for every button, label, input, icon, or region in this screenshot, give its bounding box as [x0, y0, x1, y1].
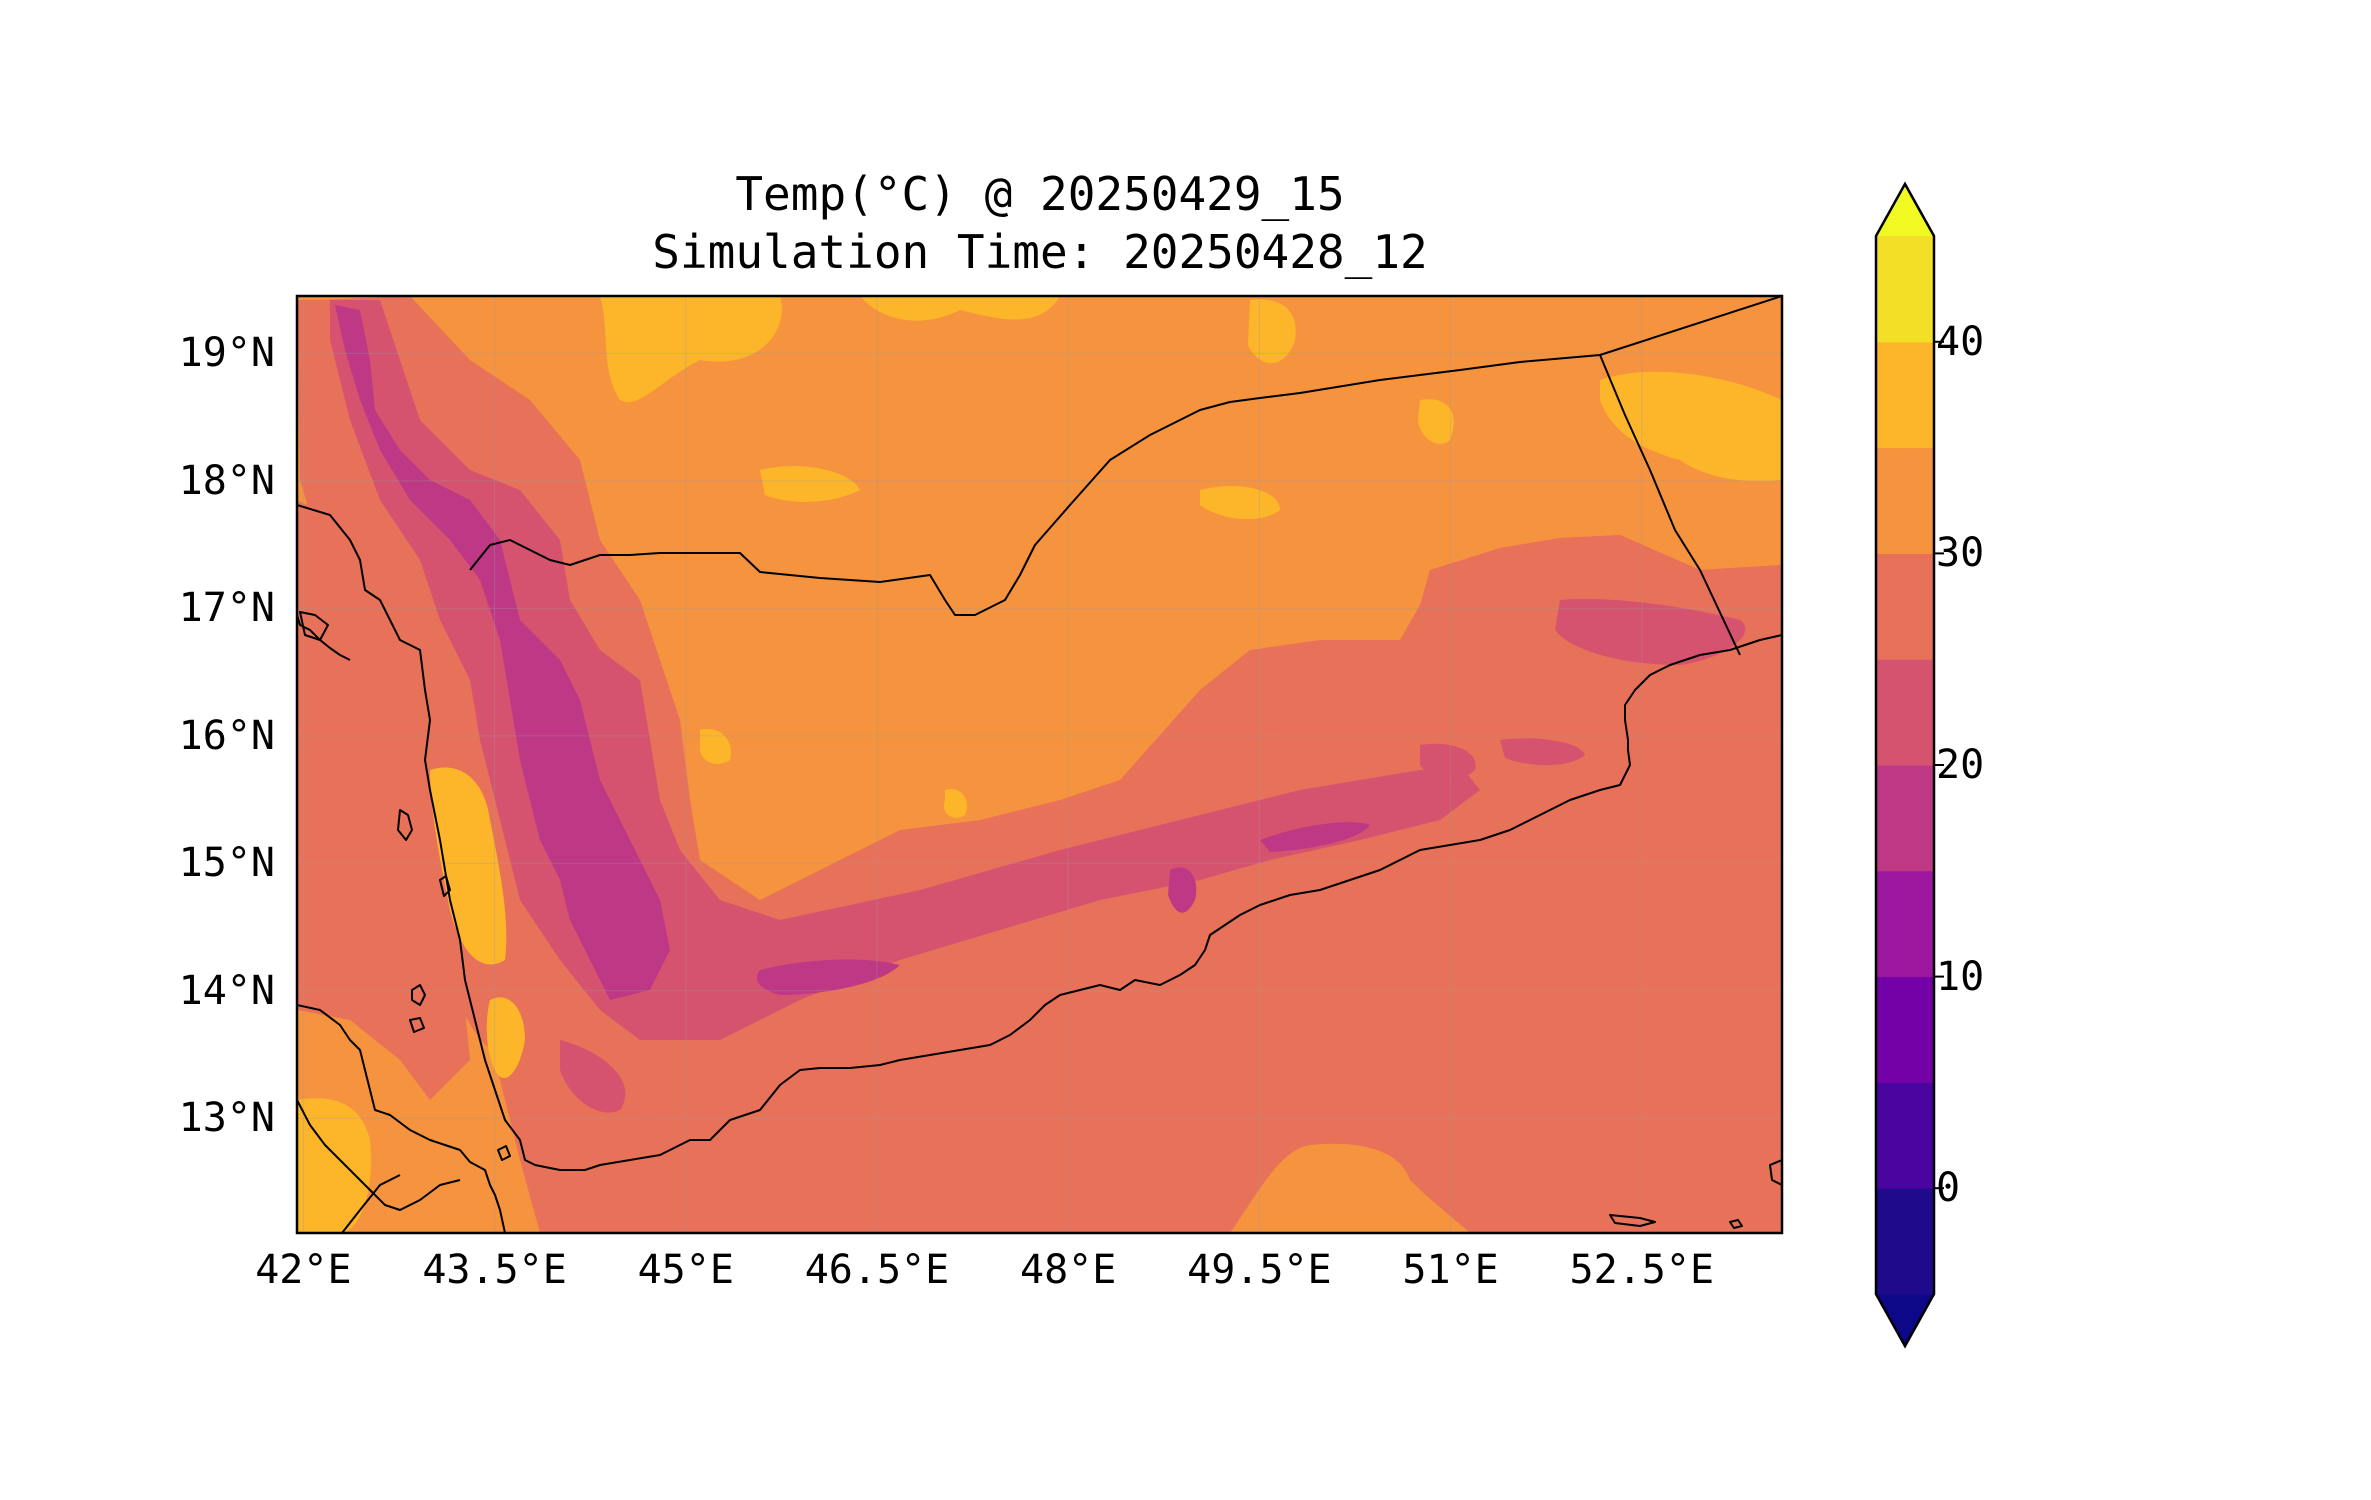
latitude-tick-label: 17°N [178, 585, 275, 632]
longitude-tick-label: 43.5°E [422, 1247, 567, 1293]
contour-band-30-35-sea-south [1230, 1143, 1470, 1233]
island-kamaran [439, 875, 451, 897]
colorbar-band [1876, 341, 1934, 449]
contour-band-20-25-hadhramaut [1420, 743, 1476, 780]
colorbar [1874, 181, 1944, 1349]
latitude-tick-label: 13°N [178, 1095, 275, 1142]
contour-band-15-20-south-ridge [756, 959, 900, 995]
djibouti-inner-border [341, 1174, 401, 1233]
colorbar-band [1876, 976, 1934, 1083]
djibouti-border [297, 1099, 461, 1211]
map-subtitle: Simulation Time: 20250428_12 [652, 225, 1428, 279]
colorbar-band [1876, 553, 1934, 660]
longitude-tick-label: 42°E [255, 1247, 352, 1293]
contour-band-35-40-northeast [1600, 371, 1782, 482]
latitude-tick-label: 16°N [178, 712, 275, 759]
contour-band-35-40-northeast-2 [1418, 399, 1454, 444]
latitude-tick-label: 14°N [178, 967, 275, 1014]
yemen-oman-border [1599, 354, 1741, 656]
island-socotra-west [1609, 1214, 1656, 1227]
island-1 [397, 809, 413, 841]
island-2 [411, 984, 426, 1006]
contour-band-35-40-coastal-plain [486, 997, 525, 1079]
colorbar-tick-label: 0 [1936, 1165, 1961, 1212]
contour-band-15-20-east-ridge [1260, 822, 1370, 852]
contour-band-15-20-peaks [335, 305, 670, 1000]
island-socotra [1769, 1159, 1782, 1186]
contour-band-35-40-north-2 [860, 296, 1060, 321]
temperature-contours [297, 296, 1782, 1233]
latitude-tick-label: 19°N [178, 330, 275, 377]
coastlines-and-borders [297, 296, 1782, 1233]
longitude-tick-label: 52.5°E [1569, 1247, 1715, 1293]
contour-band-35-40-inland-spot [944, 789, 968, 818]
longitude-tick-label: 51°E [1402, 1247, 1499, 1293]
longitude-tick-label: 45°E [637, 1247, 734, 1293]
map-frame [295, 294, 1784, 1235]
island-3 [409, 1017, 425, 1033]
yemen-southern-coastline [297, 504, 1782, 1171]
longitude-tick-label: 48°E [1020, 1247, 1117, 1293]
colorbar-band [1876, 1082, 1934, 1189]
colorbar-tick-label: 10 [1936, 953, 1985, 1000]
map-panel [295, 294, 1784, 1235]
colorbar-band [1876, 870, 1934, 978]
colorbar-under-extension [1876, 1294, 1934, 1346]
contour-band-35-40-west-coast [430, 767, 507, 965]
colorbar-band [1876, 447, 1934, 554]
colorbar-outline [1874, 181, 1936, 1349]
contour-band-35-40-north-1 [600, 296, 782, 402]
colorbar-over-extension [1876, 184, 1934, 236]
contour-band-20-25-east [1555, 599, 1746, 665]
colorbar-band [1876, 659, 1934, 766]
colorbar-tick-label: 30 [1936, 530, 1985, 577]
contour-band-35-40-mid-1 [760, 466, 860, 502]
colorbar-band [1876, 236, 1934, 343]
colorbar-band [1876, 765, 1934, 872]
colorbar-band [1876, 1188, 1934, 1295]
contour-band-35-40-north-3 [1248, 299, 1296, 364]
map-title: Temp(°C) @ 20250429_15 [735, 167, 1345, 221]
longitude-tick-label: 49.5°E [1187, 1247, 1332, 1293]
island-dahlak [299, 611, 329, 641]
contour-band-25-30-west-coast [297, 500, 470, 1100]
contour-band-20-25-southwest [560, 1040, 626, 1113]
latitude-tick-label: 15°N [178, 840, 275, 887]
eritrea-coastline [297, 1004, 506, 1233]
colorbar-tick-label: 20 [1936, 742, 1985, 788]
contour-band-20-25-ridge-2 [1500, 738, 1585, 766]
island-perim [497, 1145, 511, 1161]
contour-band-35-40-mid-3 [699, 729, 731, 765]
longitude-tick-label: 46.5°E [804, 1247, 950, 1293]
island-abd-al-kuri [1729, 1219, 1743, 1229]
yemen-saudi-border [469, 296, 1782, 616]
contour-band-15-20-mid-ridge [1168, 867, 1197, 913]
latitude-tick-label: 18°N [178, 457, 275, 504]
contour-band-35-40-mid-2 [1200, 486, 1280, 520]
colorbar-tick-label: 40 [1936, 318, 1985, 365]
